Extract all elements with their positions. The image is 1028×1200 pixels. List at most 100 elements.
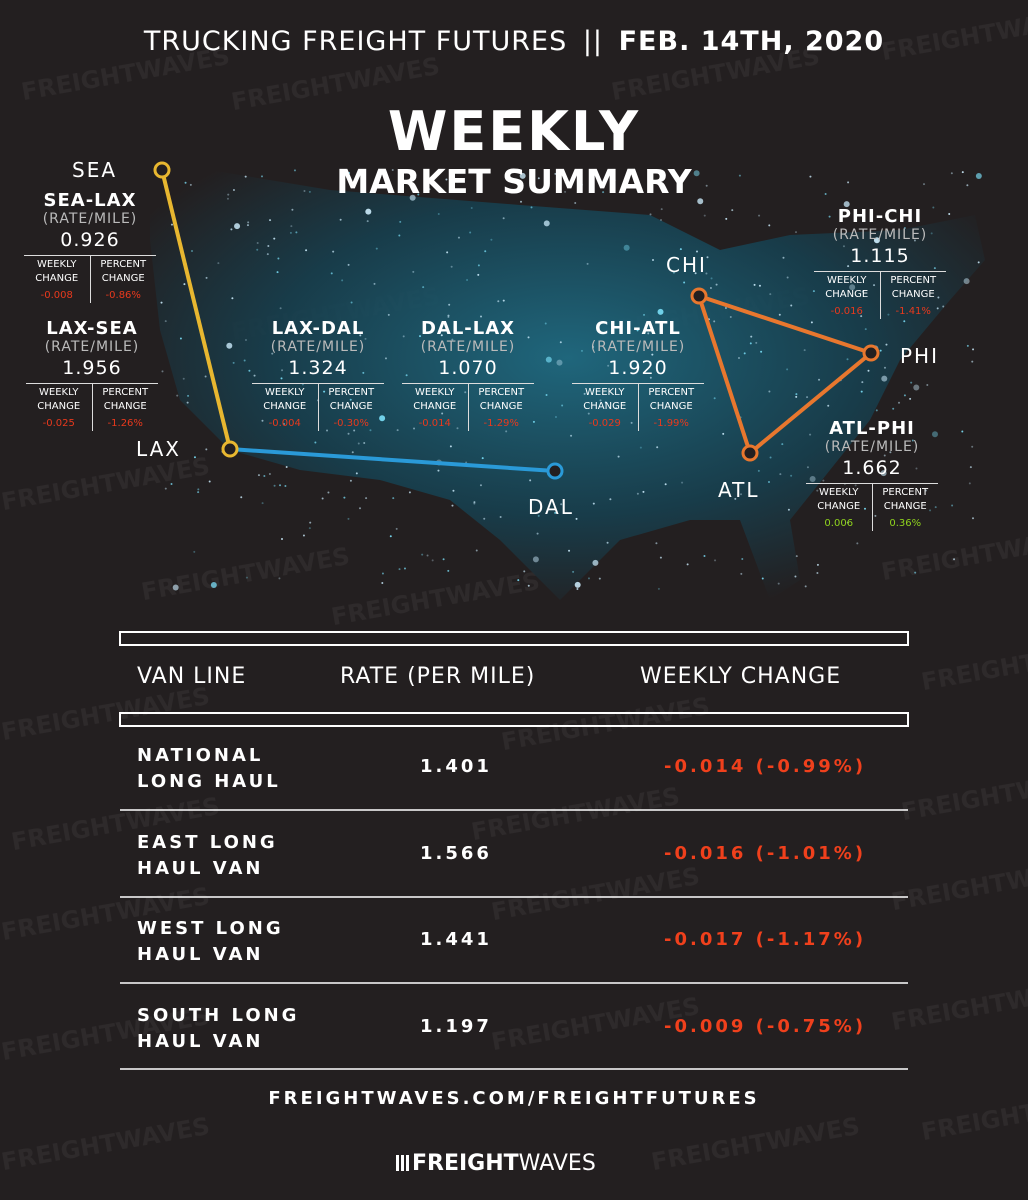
light-dot bbox=[583, 392, 586, 395]
logo-light: WAVES bbox=[518, 1151, 596, 1176]
light-dot bbox=[280, 377, 283, 380]
lane-cell: WEEKLY CHANGE -0.008 bbox=[24, 256, 90, 303]
title-line2: MARKET SUMMARY bbox=[336, 162, 692, 201]
change-value: -0.029 bbox=[588, 418, 621, 429]
light-dot bbox=[170, 482, 173, 485]
light-dot bbox=[282, 423, 285, 426]
light-dot bbox=[544, 322, 547, 325]
light-dot bbox=[898, 401, 901, 404]
row-change: -0.009 (-0.75%) bbox=[664, 1015, 867, 1037]
change-value: -0.86% bbox=[105, 290, 141, 301]
light-dot bbox=[576, 588, 579, 591]
light-dot bbox=[473, 501, 476, 504]
light-dot bbox=[451, 338, 454, 341]
change-value: -1.29% bbox=[483, 418, 519, 429]
row-name-1: WEST LONG bbox=[137, 918, 284, 939]
light-dot bbox=[197, 491, 200, 494]
light-dot bbox=[402, 335, 405, 338]
light-dot bbox=[725, 217, 728, 220]
light-dot bbox=[484, 250, 487, 253]
light-dot bbox=[758, 284, 761, 287]
light-dot bbox=[208, 480, 211, 483]
light-dot bbox=[379, 415, 386, 422]
table-header: RATE (PER MILE) bbox=[340, 664, 536, 689]
light-dot bbox=[421, 553, 424, 556]
light-dot bbox=[269, 219, 272, 222]
light-dot bbox=[828, 215, 831, 218]
light-dot bbox=[636, 329, 639, 332]
city-marker bbox=[690, 287, 708, 305]
lane-unit: (RATE/MILE) bbox=[832, 227, 928, 243]
light-dot bbox=[532, 556, 539, 563]
row-name-2: LONG HAUL bbox=[137, 771, 281, 792]
light-dot bbox=[359, 507, 362, 510]
light-dot bbox=[556, 359, 563, 366]
light-dot bbox=[398, 568, 401, 571]
light-dot bbox=[686, 563, 689, 566]
light-dot bbox=[561, 404, 564, 407]
light-dot bbox=[160, 301, 163, 304]
light-dot bbox=[598, 577, 601, 580]
light-dot bbox=[564, 181, 567, 184]
light-dot bbox=[790, 304, 793, 307]
light-dot bbox=[419, 335, 422, 338]
light-dot bbox=[769, 456, 772, 459]
light-dot bbox=[365, 208, 372, 215]
city-label: SEA bbox=[72, 158, 118, 182]
light-dot bbox=[903, 226, 906, 229]
light-dot bbox=[827, 404, 830, 407]
footer-url: FREIGHTWAVES.COM/FREIGHTFUTURES bbox=[268, 1088, 760, 1109]
lane-change-grid: WEEKLY CHANGE -0.016 PERCENT CHANGE -1.41% bbox=[814, 271, 946, 319]
light-dot bbox=[343, 496, 346, 499]
light-dot bbox=[186, 401, 189, 404]
light-dot bbox=[536, 532, 539, 535]
row-name-2: HAUL VAN bbox=[137, 944, 264, 965]
table-header: WEEKLY CHANGE bbox=[640, 664, 842, 689]
light-dot bbox=[184, 181, 187, 184]
lane-change-grid: WEEKLY CHANGE -0.029 PERCENT CHANGE -1.99% bbox=[572, 383, 704, 431]
logo-bold: FREIGHT bbox=[412, 1151, 519, 1176]
light-dot bbox=[248, 369, 251, 372]
change-label: WEEKLY CHANGE bbox=[825, 275, 869, 300]
light-dot bbox=[758, 214, 761, 217]
row-rate: 1.566 bbox=[420, 842, 492, 864]
light-dot bbox=[477, 264, 480, 267]
light-dot bbox=[366, 220, 369, 223]
change-value: -0.025 bbox=[42, 418, 75, 429]
light-dot bbox=[170, 223, 173, 226]
lane-box: CHI-ATL (RATE/MILE) 1.920 WEEKLY CHANGE -0.0… bbox=[572, 318, 704, 431]
light-dot bbox=[705, 184, 708, 187]
light-dot bbox=[961, 430, 964, 433]
lane-unit: (RATE/MILE) bbox=[270, 339, 366, 355]
light-dot bbox=[659, 556, 662, 559]
light-dot bbox=[824, 193, 827, 196]
light-dot bbox=[705, 272, 708, 275]
light-dot bbox=[854, 484, 857, 487]
light-dot bbox=[639, 446, 642, 449]
light-dot bbox=[246, 224, 249, 227]
logo-icon bbox=[396, 1155, 409, 1171]
light-dot bbox=[706, 256, 709, 259]
lane-rate: 1.324 bbox=[288, 357, 348, 379]
row-name-2: HAUL VAN bbox=[137, 1030, 264, 1052]
lane-cell: PERCENT CHANGE 0.36% bbox=[871, 484, 939, 531]
table-bar bbox=[119, 631, 909, 646]
change-label: PERCENT CHANGE bbox=[102, 387, 149, 412]
light-dot bbox=[422, 286, 425, 289]
light-dot bbox=[934, 506, 937, 509]
light-dot bbox=[396, 429, 399, 432]
light-dot bbox=[375, 247, 378, 250]
light-dot bbox=[713, 397, 716, 400]
light-dot bbox=[273, 484, 276, 487]
light-dot bbox=[787, 508, 790, 511]
light-dot bbox=[245, 576, 248, 579]
light-dot bbox=[347, 517, 350, 520]
light-dot bbox=[743, 352, 746, 355]
light-dot bbox=[885, 343, 888, 346]
light-dot bbox=[447, 314, 450, 317]
light-dot bbox=[734, 497, 737, 500]
light-dot bbox=[278, 577, 281, 580]
light-dot bbox=[381, 572, 384, 575]
